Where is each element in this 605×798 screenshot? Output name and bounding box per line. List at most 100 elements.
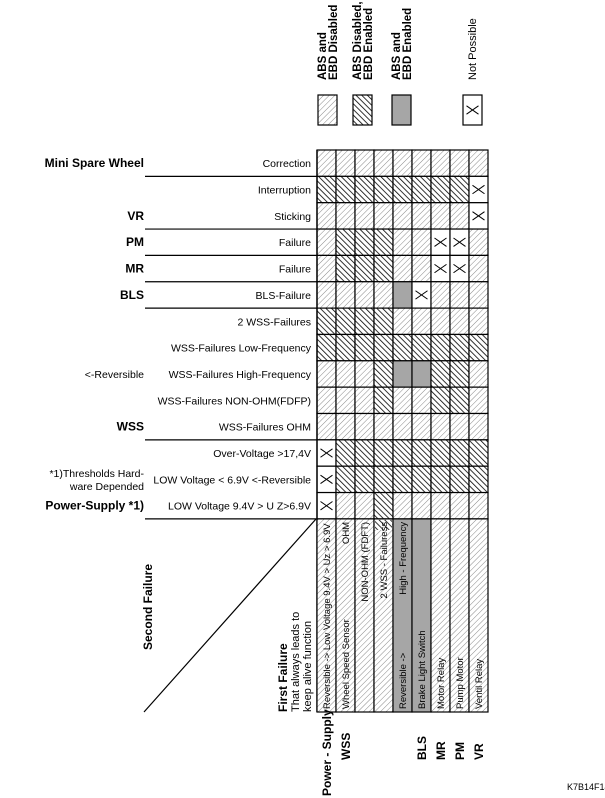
column-label: Reversible -> bbox=[398, 652, 409, 709]
figure-code: K7B14F14 bbox=[567, 782, 605, 792]
matrix-cell bbox=[335, 465, 356, 494]
matrix-row bbox=[316, 465, 489, 494]
matrix-cell bbox=[449, 491, 470, 520]
not-possible-icon bbox=[453, 237, 466, 247]
matrix-cell bbox=[430, 333, 451, 362]
matrix-cell bbox=[392, 202, 413, 230]
first-failure-group-label: WSS bbox=[339, 733, 353, 760]
matrix-row bbox=[316, 228, 489, 257]
not-possible-icon bbox=[320, 474, 333, 484]
matrix-cell bbox=[373, 281, 394, 309]
row-label: Over-Voltage >17,4V bbox=[213, 448, 311, 460]
row-label: BLS-Failure bbox=[256, 290, 312, 302]
matrix-cell bbox=[449, 360, 470, 388]
matrix-cell bbox=[468, 386, 489, 415]
matrix-cell bbox=[354, 412, 375, 441]
matrix-cell bbox=[449, 202, 470, 230]
column-label-secondary: High - Frequency bbox=[398, 522, 409, 595]
matrix-cell bbox=[430, 175, 451, 204]
matrix-cell bbox=[316, 149, 337, 177]
matrix-cell bbox=[468, 254, 489, 283]
diagonal-divider bbox=[143, 518, 317, 713]
matrix-cell bbox=[449, 386, 470, 415]
not-possible-icon bbox=[466, 105, 479, 115]
matrix-cell bbox=[316, 228, 337, 257]
matrix-cell bbox=[392, 386, 413, 415]
first-failure-column: Motor Relay bbox=[430, 518, 451, 713]
matrix-cell bbox=[449, 281, 470, 309]
matrix-cell bbox=[392, 281, 413, 309]
matrix-cell bbox=[354, 175, 375, 204]
legend-item: Not Possible bbox=[462, 18, 483, 126]
matrix-cell bbox=[373, 175, 394, 204]
first-failure-column: Brake Light Switch bbox=[411, 518, 432, 713]
matrix-cell bbox=[373, 465, 394, 494]
matrix-cell bbox=[392, 333, 413, 362]
first-failure-group-label: BLS bbox=[415, 736, 429, 760]
matrix-cell bbox=[411, 228, 432, 257]
matrix-cell bbox=[316, 281, 337, 309]
matrix-cell bbox=[430, 439, 451, 467]
matrix-cell bbox=[449, 465, 470, 494]
matrix-cell bbox=[392, 149, 413, 177]
matrix-cell bbox=[354, 281, 375, 309]
column-cell bbox=[468, 518, 489, 713]
matrix-cell bbox=[354, 149, 375, 177]
matrix-cell bbox=[468, 465, 489, 494]
matrix-row bbox=[316, 281, 489, 309]
row-group-label: VR bbox=[127, 209, 144, 223]
matrix-cell bbox=[411, 202, 432, 230]
matrix-cell bbox=[316, 333, 337, 362]
matrix-cell bbox=[411, 254, 432, 283]
legend-label-line2: EBD Disabled bbox=[328, 5, 340, 80]
matrix-cell bbox=[335, 175, 356, 204]
matrix-cell bbox=[354, 439, 375, 467]
row-label: Interruption bbox=[258, 185, 311, 197]
matrix-row bbox=[316, 149, 489, 177]
matrix-cell bbox=[316, 412, 337, 441]
matrix-cell bbox=[411, 386, 432, 415]
matrix-row bbox=[316, 439, 489, 467]
matrix-cell bbox=[468, 333, 489, 362]
matrix-cell bbox=[373, 386, 394, 415]
first-failure-group-label: MR bbox=[434, 741, 448, 760]
matrix-cell bbox=[354, 254, 375, 283]
matrix-row bbox=[316, 491, 489, 520]
row-label: WSS-Failures Low-Frequency bbox=[171, 343, 312, 355]
matrix-row bbox=[316, 307, 489, 336]
matrix-cell bbox=[430, 149, 451, 177]
not-possible-icon bbox=[472, 184, 485, 195]
matrix-cell bbox=[335, 228, 356, 257]
matrix-cell bbox=[354, 465, 375, 494]
matrix-row bbox=[316, 360, 489, 388]
matrix-row bbox=[316, 412, 489, 441]
matrix-cell bbox=[449, 439, 470, 467]
row-label: Failure bbox=[279, 237, 311, 249]
row-group-label: PM bbox=[126, 235, 144, 249]
column-label: Pump Motor bbox=[455, 657, 466, 709]
matrix-cell bbox=[411, 465, 432, 494]
matrix-cell bbox=[411, 439, 432, 467]
matrix-row bbox=[316, 333, 489, 362]
legend-item: ABS and EBD Disabled bbox=[317, 5, 340, 126]
matrix-cell bbox=[354, 228, 375, 257]
matrix-cell bbox=[373, 228, 394, 257]
not-possible-icon bbox=[415, 290, 428, 300]
row-label: Failure bbox=[279, 264, 311, 276]
matrix-cell bbox=[449, 307, 470, 336]
matrix-cell bbox=[392, 175, 413, 204]
row-group-label: WSS bbox=[117, 420, 144, 434]
matrix-cell bbox=[373, 333, 394, 362]
matrix-cell bbox=[411, 412, 432, 441]
matrix-cell bbox=[354, 202, 375, 230]
legend-swatch bbox=[391, 94, 412, 126]
column-label: Brake Light Switch bbox=[417, 630, 428, 709]
first-failure-column: 2 WSS - Failuress bbox=[373, 518, 394, 713]
matrix-cell bbox=[373, 439, 394, 467]
matrix-cell bbox=[468, 307, 489, 336]
row-label: Correction bbox=[263, 158, 312, 170]
matrix-cell bbox=[392, 254, 413, 283]
matrix-cell bbox=[430, 360, 451, 388]
column-label: Wheel Speed Sensor bbox=[341, 619, 352, 709]
first-failure-column: Reversible -> Low Voltage 9.4V > Uz > 6.… bbox=[316, 518, 337, 713]
